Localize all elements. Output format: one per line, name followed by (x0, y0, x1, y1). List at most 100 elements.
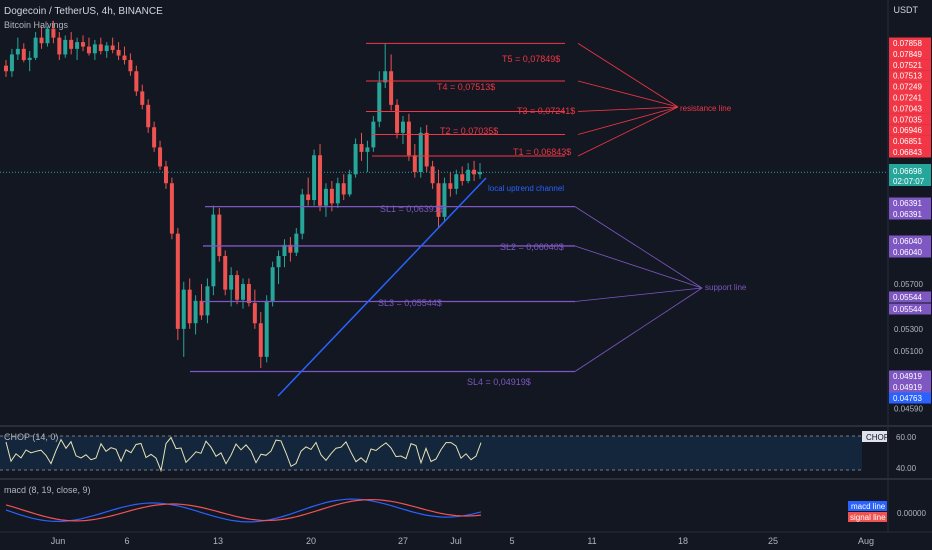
macd-badge-bg (848, 501, 887, 511)
candle-body (276, 256, 281, 268)
candle-body (235, 275, 240, 300)
resistance-annotation: resistance line (680, 104, 732, 113)
signal-badge: signal line (850, 513, 886, 522)
candle-body (15, 48, 20, 55)
y-tick-label: 0.05700 (894, 280, 923, 289)
candle-body (57, 37, 62, 55)
candle-body (412, 155, 417, 173)
candle-body (478, 172, 482, 175)
candle-body (335, 183, 340, 204)
candle-body (140, 91, 145, 105)
candle-body (128, 60, 133, 72)
candle-body (329, 188, 334, 204)
price-tag-red-text: 0.07241 (893, 94, 922, 103)
chop-badge: CHOP (866, 433, 889, 442)
candle-body (454, 174, 459, 189)
support-label: SL2 = 0,06040$ (500, 242, 564, 252)
resistance-pointer (577, 80, 679, 108)
candle-body (187, 289, 192, 324)
resistance-label: T5 = 0,07849$ (502, 54, 560, 64)
candle-body (424, 132, 429, 167)
indicator-label[interactable]: Bitcoin Halvings (4, 20, 69, 30)
price-tag-red-text: 0.07035 (893, 115, 922, 124)
candle-body (252, 303, 257, 324)
resistance-label: T3 = 0,07241$ (517, 106, 575, 116)
x-tick-label: Jun (51, 536, 66, 546)
support-pointer (574, 287, 703, 302)
pane-divider (0, 478, 932, 480)
price-tag-red (889, 146, 931, 158)
support-label: SL3 = 0,05544$ (378, 298, 442, 308)
price-tag-red (889, 113, 931, 125)
price-tag-red (889, 81, 931, 93)
resistance-pointer (577, 106, 679, 112)
support-pointer (574, 287, 703, 372)
candle-body (217, 214, 222, 257)
signal-line (5, 498, 482, 522)
price-tag-red (889, 59, 931, 71)
candle-body (122, 55, 127, 61)
support-label: SL4 = 0,04919$ (467, 377, 531, 387)
candle-body (359, 144, 364, 152)
macd-title[interactable]: macd (8, 19, close, 9) (4, 485, 91, 495)
price-tag-purple (889, 235, 931, 247)
price-tag-purple (889, 381, 931, 393)
candle-body (211, 214, 216, 287)
candle-body (27, 57, 32, 61)
support-label: SL1 = 0,06391$ (380, 204, 444, 214)
pane-divider (0, 425, 932, 427)
x-tick-label: 5 (509, 536, 514, 546)
candle-body (9, 54, 14, 72)
price-tag-blue-text: 0.04763 (893, 394, 922, 403)
price-tag-red-text: 0.07513 (893, 72, 922, 81)
macd-badge: macd line (851, 502, 886, 511)
candle-body (294, 233, 299, 253)
candle-body (246, 284, 251, 304)
candle-body (98, 44, 103, 52)
price-tag-purple-text: 0.06040 (893, 237, 922, 246)
resistance-label: T1 = 0,06843$ (513, 147, 571, 157)
resistance-label: T2 = 0,07035$ (440, 126, 498, 136)
price-tag-red-text: 0.06851 (893, 137, 922, 146)
candle-body (116, 49, 121, 56)
y-tick-label: 0.05300 (894, 325, 923, 334)
macd-tick: 0.00000 (897, 509, 926, 518)
candle-body (353, 144, 358, 175)
candle-body (229, 275, 234, 290)
candle-body (460, 174, 465, 181)
candle-body (395, 104, 400, 133)
candle-body (400, 121, 405, 133)
price-tag-red-text: 0.07849 (893, 50, 922, 59)
price-tag-purple (889, 246, 931, 258)
candle-body (199, 300, 204, 316)
price-tag-red-text: 0.06946 (893, 126, 922, 135)
candle-body (86, 46, 91, 54)
uptrend-line (277, 177, 487, 397)
y-tick-label: 0.05100 (894, 347, 923, 356)
candle-body (323, 188, 328, 206)
price-tag-purple (889, 197, 931, 209)
candle-body (448, 183, 453, 189)
candle-body (223, 256, 228, 290)
chop-title[interactable]: CHOP (14, 0) (4, 432, 59, 442)
candle-body (442, 183, 447, 217)
x-tick-label: 13 (213, 536, 223, 546)
candle-body (181, 289, 186, 329)
x-tick-label: 20 (306, 536, 316, 546)
support-pointer (574, 206, 703, 289)
candle-body (146, 104, 151, 128)
candle-body (318, 155, 323, 206)
x-tick-label: 18 (678, 536, 688, 546)
candle-body (134, 71, 139, 92)
x-tick-label: Jul (450, 536, 462, 546)
candle-body (92, 44, 97, 54)
candle-body (63, 39, 68, 55)
chop-tick: 40.00 (896, 464, 917, 473)
x-tick-label: 25 (768, 536, 778, 546)
price-tag-purple (889, 208, 931, 220)
x-tick-label: Aug (858, 536, 874, 546)
candle-body (466, 169, 471, 181)
price-tag-purple-text: 0.05544 (893, 293, 922, 302)
price-tag-red-text: 0.06843 (893, 148, 922, 157)
